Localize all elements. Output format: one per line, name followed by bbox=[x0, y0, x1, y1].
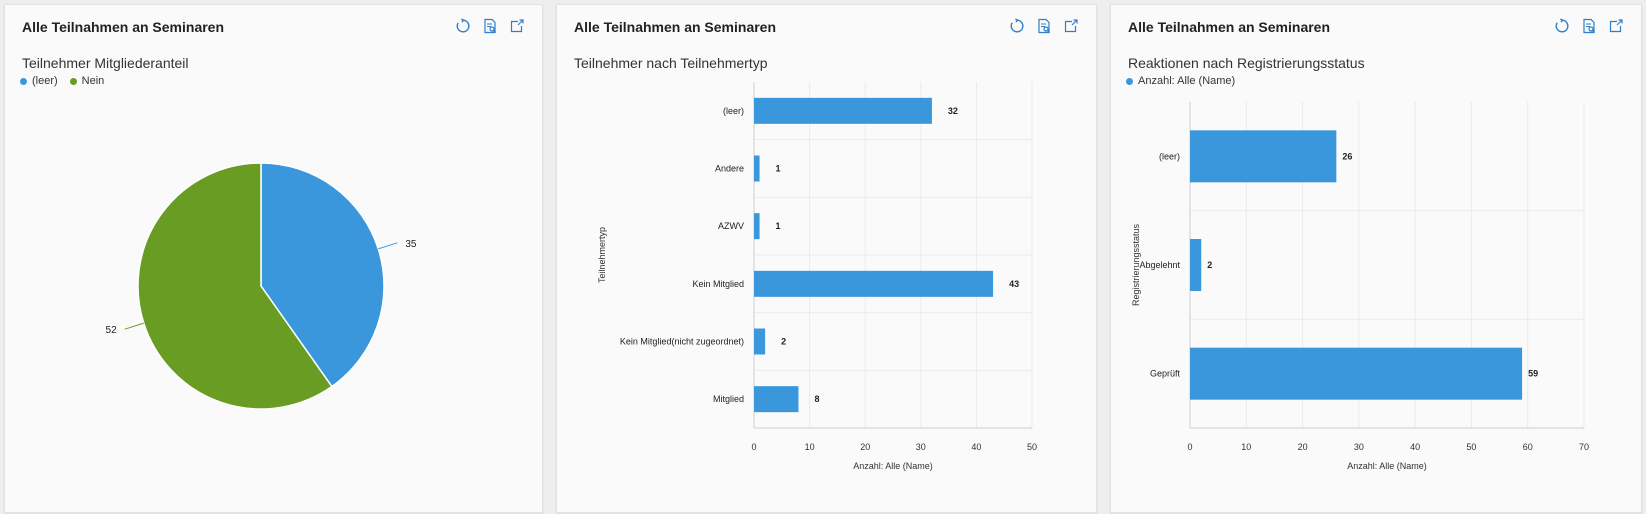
pie-leader-line bbox=[124, 322, 144, 330]
chart-title: Teilnehmer nach Teilnehmertyp bbox=[574, 55, 768, 71]
category-label: AZWV bbox=[718, 221, 744, 231]
category-label: (leer) bbox=[1159, 151, 1180, 161]
bar bbox=[754, 386, 799, 413]
bar bbox=[1190, 239, 1202, 291]
category-label: Mitglied bbox=[713, 394, 744, 404]
view-records-icon[interactable] bbox=[1035, 17, 1053, 35]
x-tick-label: 10 bbox=[805, 442, 815, 452]
category-label: Geprüft bbox=[1150, 369, 1181, 379]
card-title: Alle Teilnahmen an Seminaren bbox=[1128, 19, 1331, 35]
legend-item: Nein bbox=[69, 75, 105, 87]
refresh-icon[interactable] bbox=[454, 17, 472, 35]
bar-chart: (leer) 26 Abgelehnt 2 Geprüft 59 0 10 20 30 40 50 60… bbox=[1131, 102, 1589, 471]
x-tick-label: 50 bbox=[1466, 442, 1476, 452]
bar bbox=[1190, 347, 1523, 400]
view-records-icon[interactable] bbox=[481, 17, 499, 35]
category-label: Abgelehnt bbox=[1139, 260, 1180, 270]
category-label: Kein Mitglied(nicht zugeordnet) bbox=[620, 337, 744, 347]
x-tick-label: 10 bbox=[1241, 442, 1251, 452]
pie-data-label: 35 bbox=[405, 239, 417, 250]
view-records-icon[interactable] bbox=[1580, 17, 1598, 35]
chart-title: Teilnehmer Mitgliederanteil bbox=[22, 55, 189, 71]
open-external-icon[interactable] bbox=[1062, 17, 1080, 35]
card-title: Alle Teilnahmen an Seminaren bbox=[574, 19, 777, 35]
bar-data-label: 43 bbox=[1009, 279, 1019, 289]
category-label: Andere bbox=[715, 164, 744, 174]
bar-data-label: 8 bbox=[814, 394, 819, 404]
x-axis-title: Anzahl: Alle (Name) bbox=[1347, 461, 1427, 471]
card-toolbar bbox=[1008, 17, 1080, 35]
bar-chart-card-registration-status: Alle Teilnahmen an Seminaren Reaktionen … bbox=[1110, 4, 1642, 513]
x-axis-title: Anzahl: Alle (Name) bbox=[853, 461, 933, 471]
legend-item: (leer) bbox=[20, 75, 58, 87]
bar-data-label: 2 bbox=[1207, 260, 1212, 270]
x-tick-label: 30 bbox=[1354, 442, 1364, 452]
x-tick-label: 70 bbox=[1579, 442, 1589, 452]
bar bbox=[1190, 130, 1337, 183]
card-toolbar bbox=[1553, 17, 1625, 35]
legend-item: Anzahl: Alle (Name) bbox=[1126, 75, 1235, 87]
pie-slice bbox=[137, 162, 333, 410]
y-axis-title: Teilnehmertyp bbox=[597, 227, 607, 283]
bar bbox=[754, 97, 932, 124]
pie-data-label: 52 bbox=[106, 325, 118, 336]
chart-legend: (leer) Nein bbox=[20, 75, 104, 87]
y-axis-title: Registrierungsstatus bbox=[1131, 223, 1141, 306]
bar bbox=[754, 270, 994, 297]
legend-marker bbox=[69, 77, 77, 85]
legend-marker bbox=[1126, 77, 1133, 85]
x-tick-label: 40 bbox=[971, 442, 981, 452]
bar bbox=[754, 213, 760, 240]
open-external-icon[interactable] bbox=[508, 17, 526, 35]
chart-legend: Anzahl: Alle (Name) bbox=[1126, 75, 1235, 87]
bar-data-label: 2 bbox=[781, 337, 786, 347]
x-tick-label: 50 bbox=[1027, 442, 1037, 452]
card-toolbar bbox=[454, 17, 526, 35]
category-label: Kein Mitglied bbox=[692, 279, 744, 289]
legend-label: Anzahl: Alle (Name) bbox=[1138, 75, 1236, 87]
bar-chart: (leer) 32 Andere 1 AZWV 1 Kein Mitglied 43 Kein … bbox=[597, 82, 1037, 471]
bar-data-label: 26 bbox=[1342, 151, 1352, 161]
x-tick-label: 0 bbox=[751, 442, 756, 452]
bar bbox=[754, 155, 760, 182]
x-tick-label: 40 bbox=[1410, 442, 1420, 452]
legend-label: (leer) bbox=[32, 75, 58, 87]
legend-label: Nein bbox=[81, 75, 105, 87]
pie-chart: 35 52 bbox=[106, 162, 417, 410]
x-tick-label: 30 bbox=[916, 442, 926, 452]
bar-data-label: 1 bbox=[776, 164, 781, 174]
category-label: (leer) bbox=[723, 106, 744, 116]
bar-data-label: 59 bbox=[1528, 369, 1538, 379]
x-tick-label: 0 bbox=[1187, 442, 1192, 452]
open-external-icon[interactable] bbox=[1607, 17, 1625, 35]
refresh-icon[interactable] bbox=[1553, 17, 1571, 35]
x-tick-label: 60 bbox=[1523, 442, 1533, 452]
bar-chart-card-participant-type: Alle Teilnahmen an Seminaren Teilnehmer … bbox=[556, 4, 1097, 513]
refresh-icon[interactable] bbox=[1008, 17, 1026, 35]
legend-marker bbox=[20, 77, 27, 85]
bar-data-label: 32 bbox=[948, 106, 958, 116]
pie-leader-line bbox=[378, 242, 398, 250]
card-title: Alle Teilnahmen an Seminaren bbox=[22, 19, 225, 35]
bar-data-label: 1 bbox=[776, 221, 781, 231]
chart-title: Reaktionen nach Registrierungsstatus bbox=[1128, 55, 1365, 71]
pie-chart-card: Alle Teilnahmen an Seminaren Teilnehmer … bbox=[4, 4, 543, 513]
x-tick-label: 20 bbox=[860, 442, 870, 452]
bar bbox=[754, 328, 766, 355]
x-tick-label: 20 bbox=[1298, 442, 1308, 452]
